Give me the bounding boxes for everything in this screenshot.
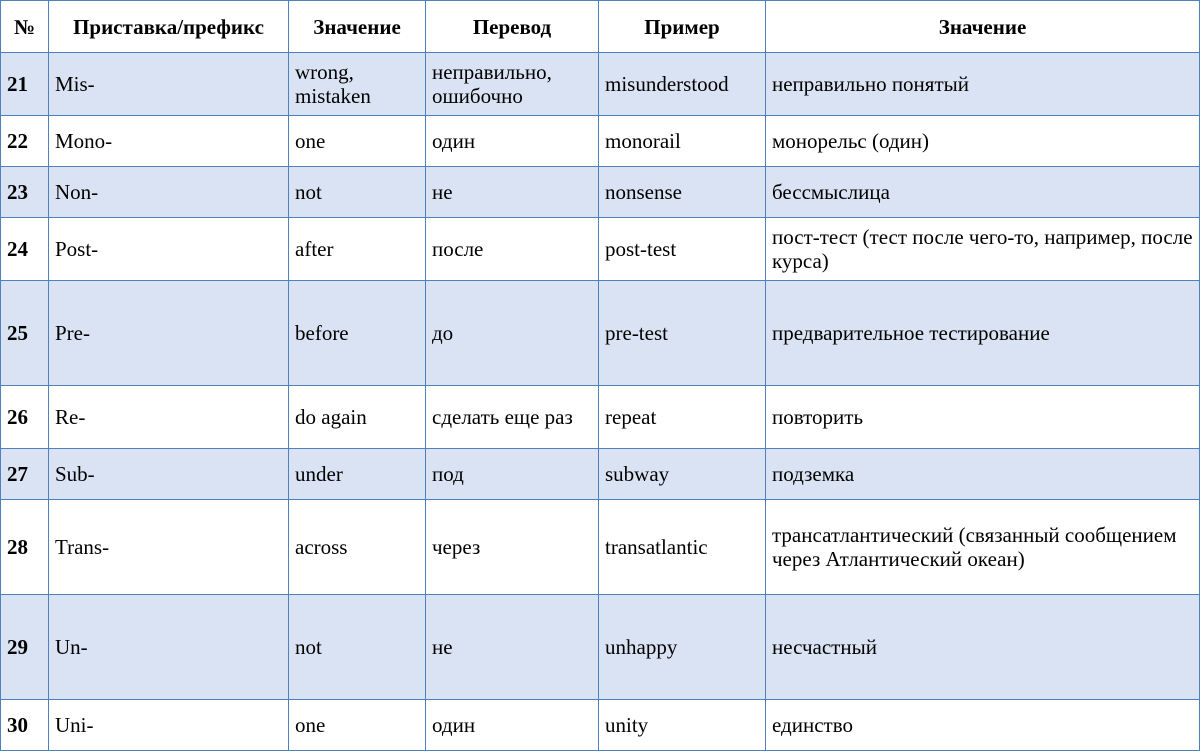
row-number: 26 — [0, 385, 49, 449]
prefix-cell: Mono- — [48, 115, 289, 167]
prefix-cell: Non- — [48, 166, 289, 218]
example-meaning-cell: повторить — [765, 385, 1200, 449]
header-example-meaning: Значение — [765, 0, 1200, 53]
example-meaning-cell: единство — [765, 699, 1200, 751]
translation-cell: не — [425, 594, 599, 700]
table-row: 22 Mono- one один monorail монорельс (од… — [0, 115, 1200, 167]
example-cell: nonsense — [598, 166, 766, 218]
translation-cell: не — [425, 166, 599, 218]
example-meaning-cell: предварительное тестирование — [765, 280, 1200, 386]
meaning-cell: not — [288, 166, 426, 218]
example-cell: pre-test — [598, 280, 766, 386]
translation-cell: один — [425, 699, 599, 751]
header-example: Пример — [598, 0, 766, 53]
meaning-cell: not — [288, 594, 426, 700]
translation-cell: до — [425, 280, 599, 386]
table-row: 30 Uni- one один unity единство — [0, 699, 1200, 751]
row-number: 23 — [0, 166, 49, 218]
meaning-cell: do again — [288, 385, 426, 449]
table-row: 28 Trans- across через transatlantic тра… — [0, 499, 1200, 595]
translation-cell: под — [425, 448, 599, 500]
table-row: 23 Non- not не nonsense бессмыслица — [0, 166, 1200, 218]
prefix-cell: Pre- — [48, 280, 289, 386]
translation-cell: один — [425, 115, 599, 167]
example-meaning-cell: монорельс (один) — [765, 115, 1200, 167]
header-translation: Перевод — [425, 0, 599, 53]
meaning-cell: one — [288, 699, 426, 751]
translation-cell: после — [425, 217, 599, 281]
meaning-cell: after — [288, 217, 426, 281]
header-meaning: Значение — [288, 0, 426, 53]
row-number: 24 — [0, 217, 49, 281]
prefix-cell: Trans- — [48, 499, 289, 595]
table-row: 27 Sub- under под subway подземка — [0, 448, 1200, 500]
meaning-cell: wrong, mistaken — [288, 52, 426, 116]
example-meaning-cell: бессмыслица — [765, 166, 1200, 218]
example-cell: monorail — [598, 115, 766, 167]
meaning-cell: across — [288, 499, 426, 595]
row-number: 22 — [0, 115, 49, 167]
row-number: 28 — [0, 499, 49, 595]
translation-cell: через — [425, 499, 599, 595]
header-number: № — [0, 0, 49, 53]
meaning-cell: under — [288, 448, 426, 500]
example-meaning-cell: подземка — [765, 448, 1200, 500]
example-meaning-cell: трансатлантический (связанный сообщением… — [765, 499, 1200, 595]
header-row: № Приставка/префикс Значение Перевод При… — [0, 0, 1200, 53]
meaning-cell: one — [288, 115, 426, 167]
table-row: 26 Re- do again сделать еще раз repeat п… — [0, 385, 1200, 449]
header-prefix: Приставка/префикс — [48, 0, 289, 53]
example-cell: unity — [598, 699, 766, 751]
row-number: 27 — [0, 448, 49, 500]
example-cell: subway — [598, 448, 766, 500]
prefix-cell: Re- — [48, 385, 289, 449]
row-number: 29 — [0, 594, 49, 700]
prefix-cell: Uni- — [48, 699, 289, 751]
example-meaning-cell: пост-тест (тест после чего-то, например,… — [765, 217, 1200, 281]
translation-cell: неправильно, ошибочно — [425, 52, 599, 116]
meaning-cell: before — [288, 280, 426, 386]
row-number: 25 — [0, 280, 49, 386]
table-row: 24 Post- after после post-test пост-тест… — [0, 217, 1200, 281]
table-row: 21 Mis- wrong, mistaken неправильно, оши… — [0, 52, 1200, 116]
example-cell: repeat — [598, 385, 766, 449]
example-meaning-cell: неправильно понятый — [765, 52, 1200, 116]
prefix-cell: Sub- — [48, 448, 289, 500]
row-number: 30 — [0, 699, 49, 751]
prefix-cell: Mis- — [48, 52, 289, 116]
example-meaning-cell: несчастный — [765, 594, 1200, 700]
example-cell: post-test — [598, 217, 766, 281]
prefix-cell: Un- — [48, 594, 289, 700]
row-number: 21 — [0, 52, 49, 116]
table-row: 25 Pre- before до pre-test предварительн… — [0, 280, 1200, 386]
table-row: 29 Un- not не unhappy несчастный — [0, 594, 1200, 700]
translation-cell: сделать еще раз — [425, 385, 599, 449]
prefix-cell: Post- — [48, 217, 289, 281]
example-cell: unhappy — [598, 594, 766, 700]
example-cell: transatlantic — [598, 499, 766, 595]
example-cell: misunderstood — [598, 52, 766, 116]
